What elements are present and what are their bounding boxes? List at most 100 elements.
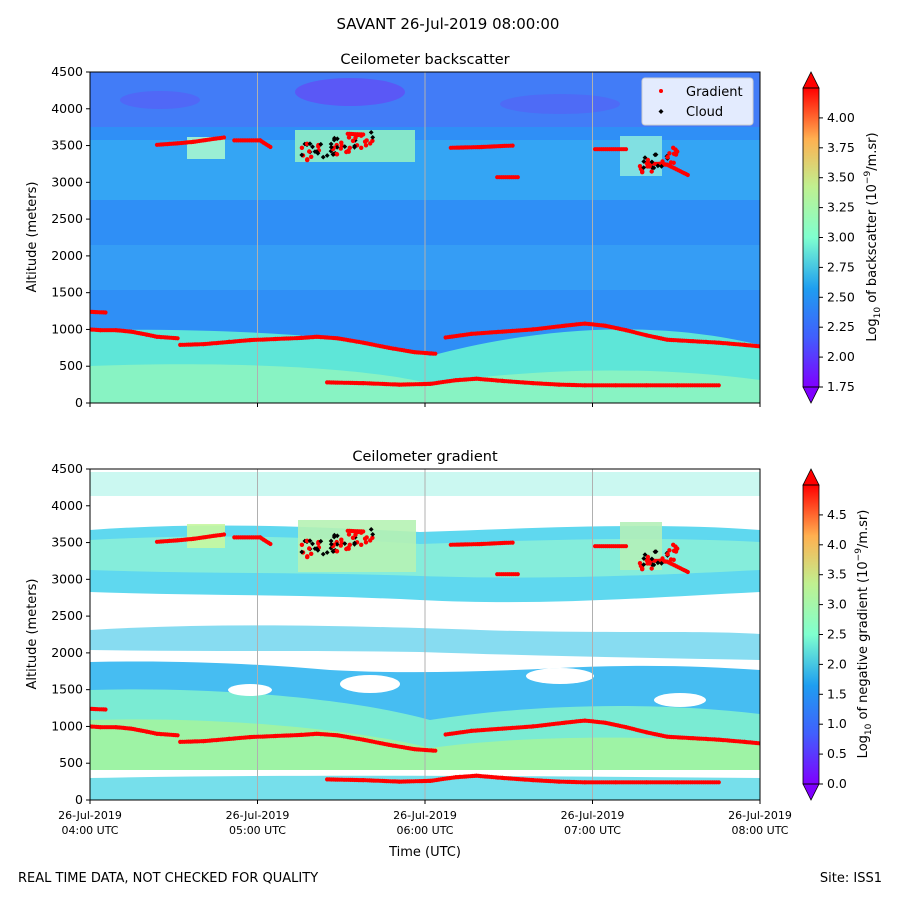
y-tick-label: 1500	[51, 682, 83, 697]
figure-title: SAVANT 26-Jul-2019 08:00:00	[337, 15, 560, 33]
cloud-marker	[659, 561, 664, 566]
cloud-marker	[307, 141, 313, 147]
cloud-marker	[330, 549, 336, 554]
backscatter-ylabel: Altitude (meters)	[25, 182, 40, 293]
gradient-marker	[515, 175, 520, 180]
backscatter-colorbar-bar	[803, 88, 819, 387]
y-tick-label: 2000	[51, 248, 83, 263]
gradient-colorbar-bottom-extend	[802, 783, 820, 801]
backscatter-panel: Ceilometer backscatter 0 500 1000 1500 2000 2…	[25, 52, 883, 410]
colorbar-tick-label: 2.0	[827, 656, 847, 671]
cloud-marker	[352, 535, 358, 540]
cloud-marker	[324, 153, 330, 158]
cloud-marker	[659, 164, 664, 169]
cloud-marker	[314, 546, 320, 552]
legend-gradient-label: Gradient	[686, 85, 743, 100]
cloud-marker	[652, 152, 658, 158]
gradient-marker	[339, 537, 344, 542]
colorbar-tick-label: 2.00	[827, 349, 855, 364]
gradient-marker	[660, 159, 665, 164]
y-tick-label: 500	[59, 755, 83, 770]
x-tick-label: 26-Jul-2019	[561, 809, 625, 822]
y-tick-label: 2000	[51, 645, 83, 660]
cloud-marker	[352, 138, 358, 143]
backscatter-x-ticks	[89, 403, 761, 407]
y-tick-label: 3000	[51, 571, 83, 586]
y-tick-label: 3500	[51, 138, 83, 153]
gradient-marker	[334, 548, 339, 554]
gradient-colorbar-bar	[803, 485, 819, 784]
gradient-marker	[716, 780, 721, 785]
gradient-marker	[673, 150, 679, 156]
gradient-marker	[359, 145, 364, 150]
cloud-marker	[324, 550, 330, 555]
y-tick-label: 1000	[51, 321, 83, 336]
gradient-marker	[685, 569, 690, 575]
gradient-marker	[363, 143, 369, 148]
gradient-marker	[346, 532, 352, 537]
cloud-marker	[370, 135, 376, 140]
cloud-marker	[368, 130, 374, 135]
x-tick-label: 06:00 UTC	[396, 824, 453, 837]
legend-cloud-label: Cloud	[686, 105, 723, 120]
legend-cloud-marker	[658, 109, 664, 114]
colorbar-tick-label: 2.5	[827, 627, 847, 642]
gradient-marker	[640, 169, 645, 174]
gradient-marker	[355, 132, 361, 138]
colorbar-tick-label: 0.0	[827, 776, 847, 791]
gradient-marker	[344, 149, 349, 155]
backscatter-colorbar-ticks: 1.75 2.00 2.25 2.50 2.75 3.00 3.25 3.50 3.75 4.00	[819, 110, 855, 394]
cloud-marker	[642, 552, 648, 558]
y-tick-label: 4000	[51, 498, 83, 513]
gradient-marker	[640, 566, 645, 571]
y-tick-label: 4000	[51, 101, 83, 116]
cloud-marker	[328, 148, 334, 154]
gradient-marker	[359, 542, 364, 547]
cloud-marker	[328, 545, 334, 551]
x-tick-label: 04:00 UTC	[61, 824, 118, 837]
gradient-gridlines	[257, 469, 593, 800]
legend-gradient-marker	[659, 89, 663, 93]
cloud-marker	[642, 155, 648, 160]
gradient-marker	[304, 538, 310, 543]
footer-disclaimer: REAL TIME DATA, NOT CHECKED FOR QUALITY	[18, 871, 318, 886]
gradient-marker	[433, 351, 438, 356]
gradient-panel: Ceilometer gradient 0 500 1000 1500 2000 2500…	[25, 449, 874, 860]
gradient-marker	[645, 554, 651, 560]
gradient-marker	[647, 561, 652, 566]
backscatter-gradient-markers	[90, 131, 760, 388]
cloud-marker	[352, 143, 357, 149]
gradient-marker	[103, 310, 108, 315]
gradient-marker	[268, 541, 273, 547]
cloud-marker	[352, 540, 357, 546]
cloud-marker	[328, 541, 334, 547]
cloud-marker	[342, 541, 348, 547]
cloud-marker	[315, 150, 321, 156]
gradient-marker	[221, 532, 227, 537]
x-tick-label: 26-Jul-2019	[393, 809, 457, 822]
gradient-marker	[334, 151, 339, 157]
colorbar-tick-label: 0.5	[827, 746, 847, 761]
cloud-marker	[342, 144, 348, 149]
backscatter-title: Ceilometer backscatter	[340, 52, 509, 68]
backscatter-colorbar-top-extend	[802, 71, 820, 89]
x-tick-label: 26-Jul-2019	[728, 809, 792, 822]
gradient-marker	[673, 147, 678, 152]
gradient-marker	[662, 559, 668, 564]
cloud-marker	[310, 144, 315, 150]
cloud-marker	[315, 547, 321, 553]
gradient-marker	[623, 544, 629, 549]
backscatter-cloud-markers	[299, 130, 680, 175]
colorbar-tick-label: 3.5	[827, 567, 847, 582]
gradient-marker	[673, 544, 678, 549]
gradient-marker	[305, 554, 310, 559]
x-tick-label: 07:00 UTC	[564, 824, 621, 837]
cloud-marker	[318, 141, 324, 147]
y-tick-label: 0	[75, 395, 83, 410]
cloud-marker	[334, 541, 340, 547]
gradient-marker	[299, 542, 305, 547]
gradient-marker	[307, 546, 312, 551]
gradient-marker	[667, 548, 672, 553]
gradient-marker	[685, 172, 690, 178]
